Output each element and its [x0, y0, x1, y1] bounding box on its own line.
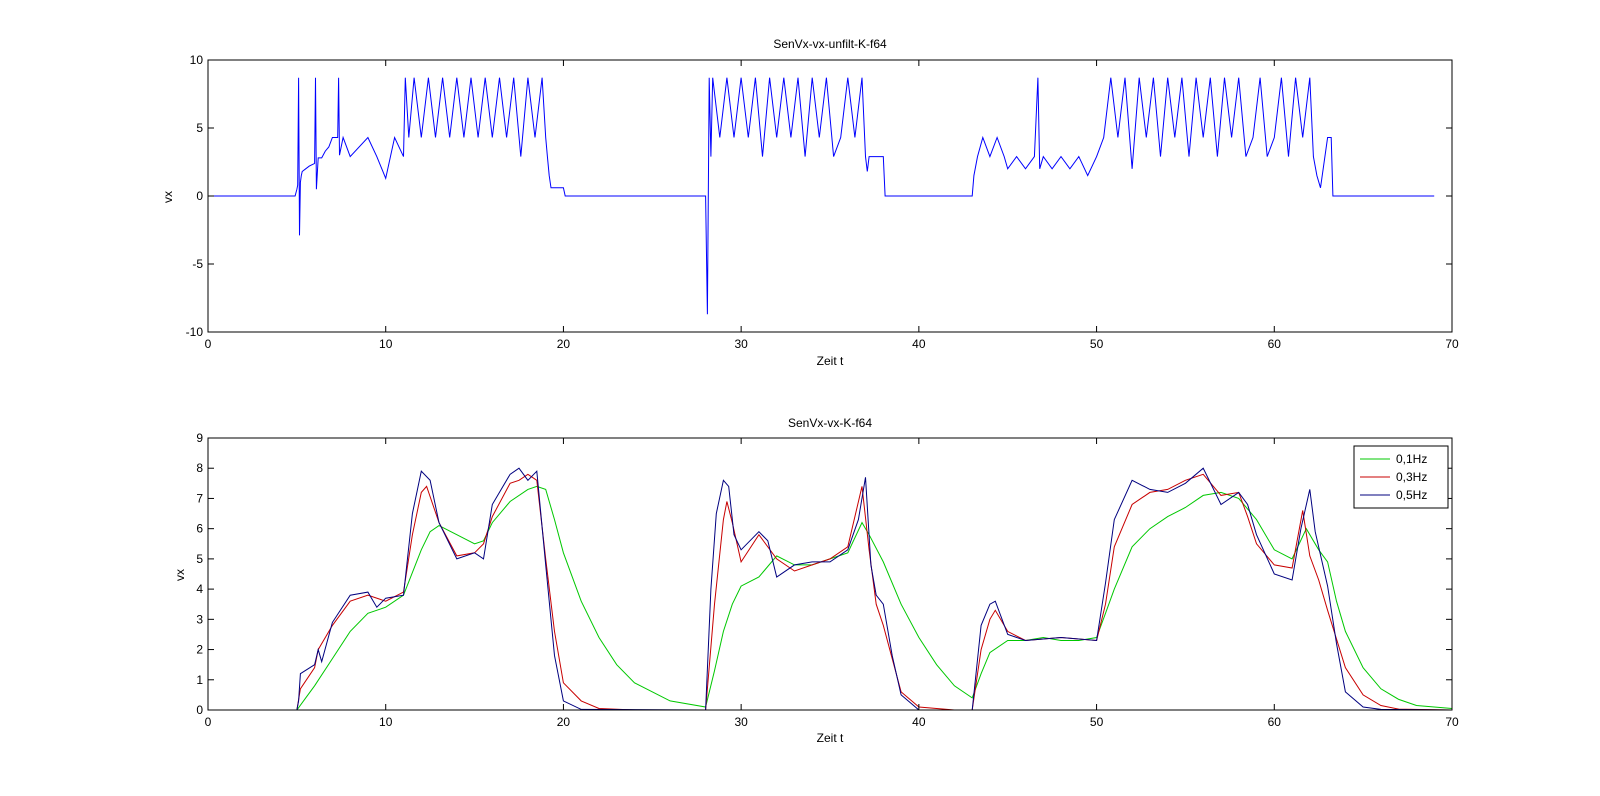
x-tick-label: 0 [205, 715, 212, 729]
x-tick-label: 10 [379, 715, 393, 729]
y-tick-label: 10 [190, 53, 204, 67]
y-tick-label: 7 [196, 491, 203, 505]
x-tick-label: 10 [379, 337, 393, 351]
plot-area: 0 10 20 30 40 50 60 70 -10 -5 0 5 10 [186, 53, 1459, 351]
series-line-0 [208, 77, 1435, 315]
y-tick-label: 1 [196, 673, 203, 687]
y-tick-label: 3 [196, 612, 203, 626]
series-line-2 [208, 467, 1452, 710]
x-tick-label: 30 [734, 715, 748, 729]
legend-label: 0,5Hz [1396, 488, 1427, 502]
x-axis-label: Zeit t [817, 354, 844, 368]
x-tick-label: 40 [912, 337, 926, 351]
y-tick-label: 4 [196, 582, 203, 596]
y-tick-label: 6 [196, 522, 203, 536]
y-tick-label: 2 [196, 643, 203, 657]
x-tick-label: 50 [1090, 715, 1104, 729]
chart-filtered: SenVx-vx-K-f64 vx Zeit t 0 10 20 30 40 50 60 70… [173, 416, 1459, 745]
y-axis-label: vx [161, 191, 175, 203]
legend-label: 0,3Hz [1396, 470, 1427, 484]
x-tick-label: 70 [1445, 337, 1459, 351]
x-tick-label: 20 [557, 337, 571, 351]
y-axis-label: vx [173, 569, 187, 581]
y-tick-label: -10 [186, 325, 204, 339]
y-tick-label: 8 [196, 461, 203, 475]
legend-label: 0,1Hz [1396, 452, 1427, 466]
x-tick-label: 50 [1090, 337, 1104, 351]
series-line-1 [208, 473, 1452, 710]
y-tick-label: 5 [196, 552, 203, 566]
series-line-0 [208, 485, 1452, 710]
x-tick-label: 70 [1445, 715, 1459, 729]
x-axis-label: Zeit t [817, 731, 844, 745]
x-tick-label: 60 [1268, 337, 1282, 351]
y-tick-label: 5 [196, 121, 203, 135]
x-tick-label: 30 [734, 337, 748, 351]
x-tick-label: 60 [1268, 715, 1282, 729]
chart-title: SenVx-vx-K-f64 [788, 416, 872, 430]
legend: 0,1Hz 0,3Hz 0,5Hz [1353, 445, 1449, 509]
x-tick-label: 0 [205, 337, 212, 351]
y-tick-label: 0 [196, 189, 203, 203]
axes-frame [207, 437, 1453, 711]
x-tick-label: 40 [912, 715, 926, 729]
plot-area: 0 10 20 30 40 50 60 70 0 1 2 3 4 5 6 7 8 9 [196, 431, 1459, 729]
y-tick-label: 9 [196, 431, 203, 445]
chart-title: SenVx-vx-unfilt-K-f64 [773, 37, 887, 51]
chart-unfiltered: SenVx-vx-unfilt-K-f64 vx Zeit t 0 10 20 30 4… [161, 37, 1459, 368]
x-tick-label: 20 [557, 715, 571, 729]
y-tick-label: 0 [196, 703, 203, 717]
y-tick-label: -5 [192, 257, 203, 271]
